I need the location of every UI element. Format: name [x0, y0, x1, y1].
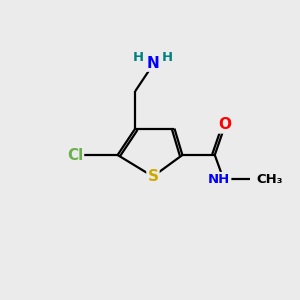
Text: Cl: Cl	[67, 148, 83, 163]
Text: H: H	[133, 51, 144, 64]
Text: H: H	[162, 51, 173, 64]
Text: N: N	[147, 56, 159, 70]
Text: S: S	[147, 169, 158, 184]
Text: NH: NH	[208, 173, 230, 186]
Text: O: O	[219, 118, 232, 133]
Text: CH₃: CH₃	[256, 173, 283, 186]
